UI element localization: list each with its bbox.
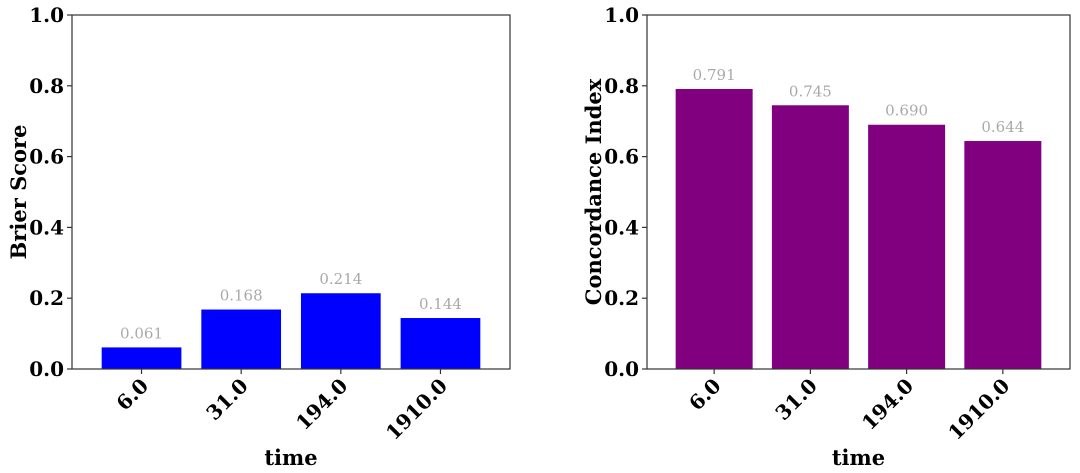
concordance-bar — [868, 124, 946, 370]
brier-data-label: 0.214 — [319, 270, 362, 288]
concordance-x-tick-label: 1910.0 — [943, 374, 1014, 445]
brier-x-tick-label: 194.0 — [291, 374, 352, 435]
concordance-y-tick-label: 0.6 — [604, 145, 639, 169]
brier-y-axis-title: Brier Score — [6, 125, 31, 260]
concordance-data-label: 0.644 — [981, 118, 1024, 136]
brier-y-tick-label: 0.8 — [29, 74, 64, 98]
concordance-x-tick-label: 31.0 — [770, 374, 821, 425]
concordance-y-tick-label: 0.4 — [604, 215, 639, 239]
brier-data-label: 0.168 — [220, 287, 263, 305]
concordance-y-tick-label: 0.2 — [604, 286, 639, 310]
brier-y-tick-label: 0.0 — [29, 357, 64, 381]
concordance-data-label: 0.791 — [693, 66, 736, 84]
brier-bar — [300, 293, 381, 369]
brier-data-label: 0.144 — [419, 295, 462, 313]
brier-bar — [400, 318, 481, 369]
concordance-data-label: 0.690 — [885, 102, 928, 120]
brier-bar — [101, 347, 182, 369]
brier-data-label: 0.061 — [120, 324, 163, 342]
brier-bar — [201, 309, 282, 369]
concordance-x-axis-title: time — [832, 445, 885, 470]
brier-x-axis-title: time — [264, 445, 317, 470]
brier-y-tick-label: 0.4 — [29, 215, 64, 239]
concordance-bar — [771, 105, 849, 370]
concordance-y-tick-label: 0.0 — [604, 357, 639, 381]
concordance-data-label: 0.745 — [789, 82, 832, 100]
brier-x-tick-label: 6.0 — [111, 374, 153, 416]
concordance-bar — [964, 141, 1042, 369]
concordance-y-tick-label: 1.0 — [604, 3, 639, 27]
brier-plot-frame — [71, 14, 511, 370]
brier-y-tick-label: 0.6 — [29, 145, 64, 169]
concordance-x-tick-label: 194.0 — [857, 374, 918, 435]
brier-x-tick-label: 1910.0 — [381, 374, 452, 445]
concordance-index-chart: 0.791 0.745 0.690 0.644 0.0 0.2 0.4 0.6 0.8 1.0 6.… — [581, 3, 1071, 470]
brier-y-tick-label: 0.2 — [29, 286, 64, 310]
brier-score-chart: 0.061 0.168 0.214 0.144 0.0 0.2 0.4 0.6 0.8 1.0 6.… — [6, 3, 511, 470]
concordance-y-tick-label: 0.8 — [604, 74, 639, 98]
brier-y-tick-label: 1.0 — [29, 3, 64, 27]
concordance-bar — [675, 88, 753, 370]
brier-x-tick-label: 31.0 — [201, 374, 252, 425]
concordance-x-tick-label: 6.0 — [684, 374, 726, 416]
concordance-plot-frame — [646, 14, 1071, 370]
concordance-y-axis-title: Concordance Index — [581, 78, 606, 305]
